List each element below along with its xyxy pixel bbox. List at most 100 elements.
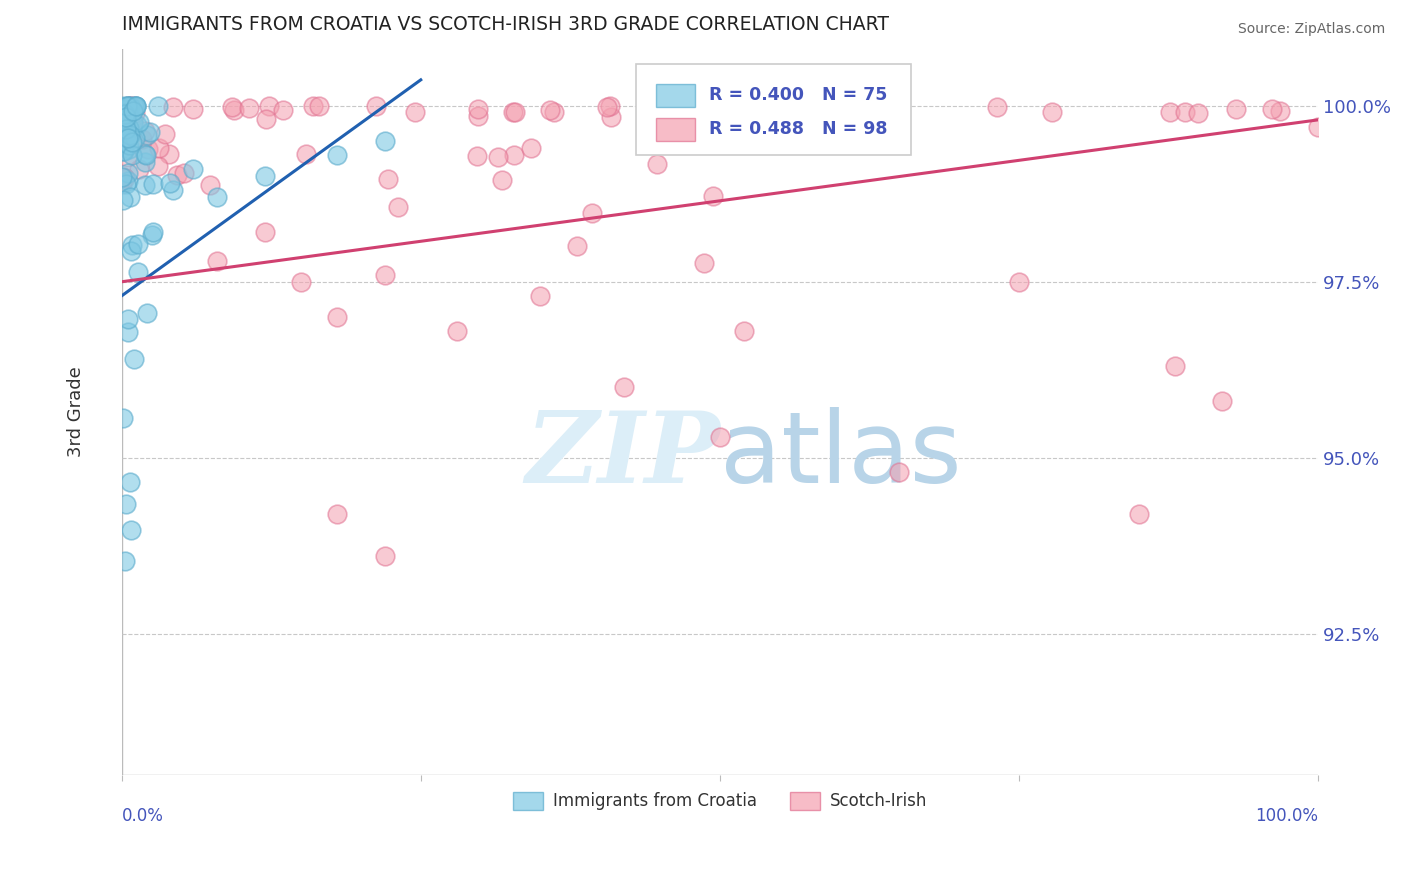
Point xyxy=(491,172,513,186)
Point xyxy=(112,144,135,158)
Point xyxy=(111,117,134,131)
Point xyxy=(1040,105,1063,120)
Point xyxy=(374,549,396,564)
Bar xyxy=(657,118,695,141)
Point xyxy=(183,162,205,177)
Point xyxy=(121,148,143,162)
Point xyxy=(115,127,138,141)
Point xyxy=(153,127,176,141)
Point xyxy=(374,134,396,148)
Point xyxy=(467,109,489,123)
Point xyxy=(121,136,143,150)
Point xyxy=(112,411,135,425)
Text: Source: ZipAtlas.com: Source: ZipAtlas.com xyxy=(1237,22,1385,37)
Point xyxy=(737,100,759,114)
Point xyxy=(114,106,136,120)
Point xyxy=(112,99,135,113)
Point xyxy=(198,178,221,192)
Text: IMMIGRANTS FROM CROATIA VS SCOTCH-IRISH 3RD GRADE CORRELATION CHART: IMMIGRANTS FROM CROATIA VS SCOTCH-IRISH … xyxy=(122,15,889,34)
Point xyxy=(257,99,280,113)
Point xyxy=(520,141,543,155)
Point xyxy=(111,135,134,149)
Point xyxy=(254,112,277,127)
Point xyxy=(115,177,138,191)
Point xyxy=(503,147,526,161)
Bar xyxy=(657,84,695,107)
Point xyxy=(122,99,145,113)
Point xyxy=(114,107,136,121)
Point xyxy=(124,99,146,113)
Point xyxy=(117,325,139,339)
Point xyxy=(124,99,146,113)
Point xyxy=(1270,104,1292,119)
Point xyxy=(127,265,149,279)
Point xyxy=(613,380,636,394)
Point xyxy=(118,475,141,489)
Point xyxy=(146,159,169,173)
Text: 0.0%: 0.0% xyxy=(122,807,163,825)
Point xyxy=(139,125,162,139)
Point xyxy=(111,105,134,120)
Point xyxy=(142,225,165,239)
Point xyxy=(124,105,146,120)
Point xyxy=(173,166,195,180)
Point xyxy=(114,122,136,136)
Text: 100.0%: 100.0% xyxy=(1256,807,1319,825)
Point xyxy=(127,119,149,133)
Point xyxy=(986,100,1008,114)
Point xyxy=(111,107,134,121)
Point xyxy=(136,142,159,156)
Point xyxy=(117,122,139,136)
Point xyxy=(111,194,134,208)
Point xyxy=(114,170,136,185)
Text: R = 0.400   N = 75: R = 0.400 N = 75 xyxy=(709,87,887,104)
Point xyxy=(120,99,142,113)
Point xyxy=(599,99,621,113)
Point xyxy=(326,310,349,324)
Point xyxy=(581,205,603,219)
Point xyxy=(238,101,260,115)
Point xyxy=(111,133,134,147)
Point xyxy=(135,148,157,162)
Text: R = 0.488   N = 98: R = 0.488 N = 98 xyxy=(709,120,887,138)
Point xyxy=(115,130,138,145)
Point xyxy=(162,183,184,197)
Point xyxy=(502,105,524,120)
Point xyxy=(141,177,163,191)
Point xyxy=(141,228,163,243)
Point xyxy=(117,99,139,113)
Point xyxy=(112,170,135,185)
Point xyxy=(709,430,731,444)
Point xyxy=(1163,359,1185,374)
Point xyxy=(465,149,488,163)
Point xyxy=(117,99,139,113)
Point xyxy=(114,115,136,129)
Point xyxy=(114,103,136,117)
Point xyxy=(120,523,142,537)
Point xyxy=(122,351,145,366)
Point xyxy=(117,99,139,113)
Point xyxy=(647,157,669,171)
Point xyxy=(1225,102,1247,116)
Point xyxy=(254,226,277,240)
Point xyxy=(111,136,134,150)
Point xyxy=(112,105,135,120)
Point xyxy=(118,99,141,113)
Point xyxy=(114,554,136,568)
Point xyxy=(134,124,156,138)
Point xyxy=(117,106,139,120)
Point xyxy=(882,99,904,113)
Text: ZIP: ZIP xyxy=(524,408,720,504)
Point xyxy=(221,100,243,114)
Point xyxy=(745,99,768,113)
Point xyxy=(326,507,349,521)
Point xyxy=(166,168,188,182)
Point xyxy=(377,172,399,186)
Point xyxy=(115,497,138,511)
Point xyxy=(118,138,141,153)
Point xyxy=(125,99,148,113)
Point xyxy=(162,100,184,114)
Point xyxy=(308,99,330,113)
Point xyxy=(538,103,561,117)
Point xyxy=(1174,105,1197,120)
